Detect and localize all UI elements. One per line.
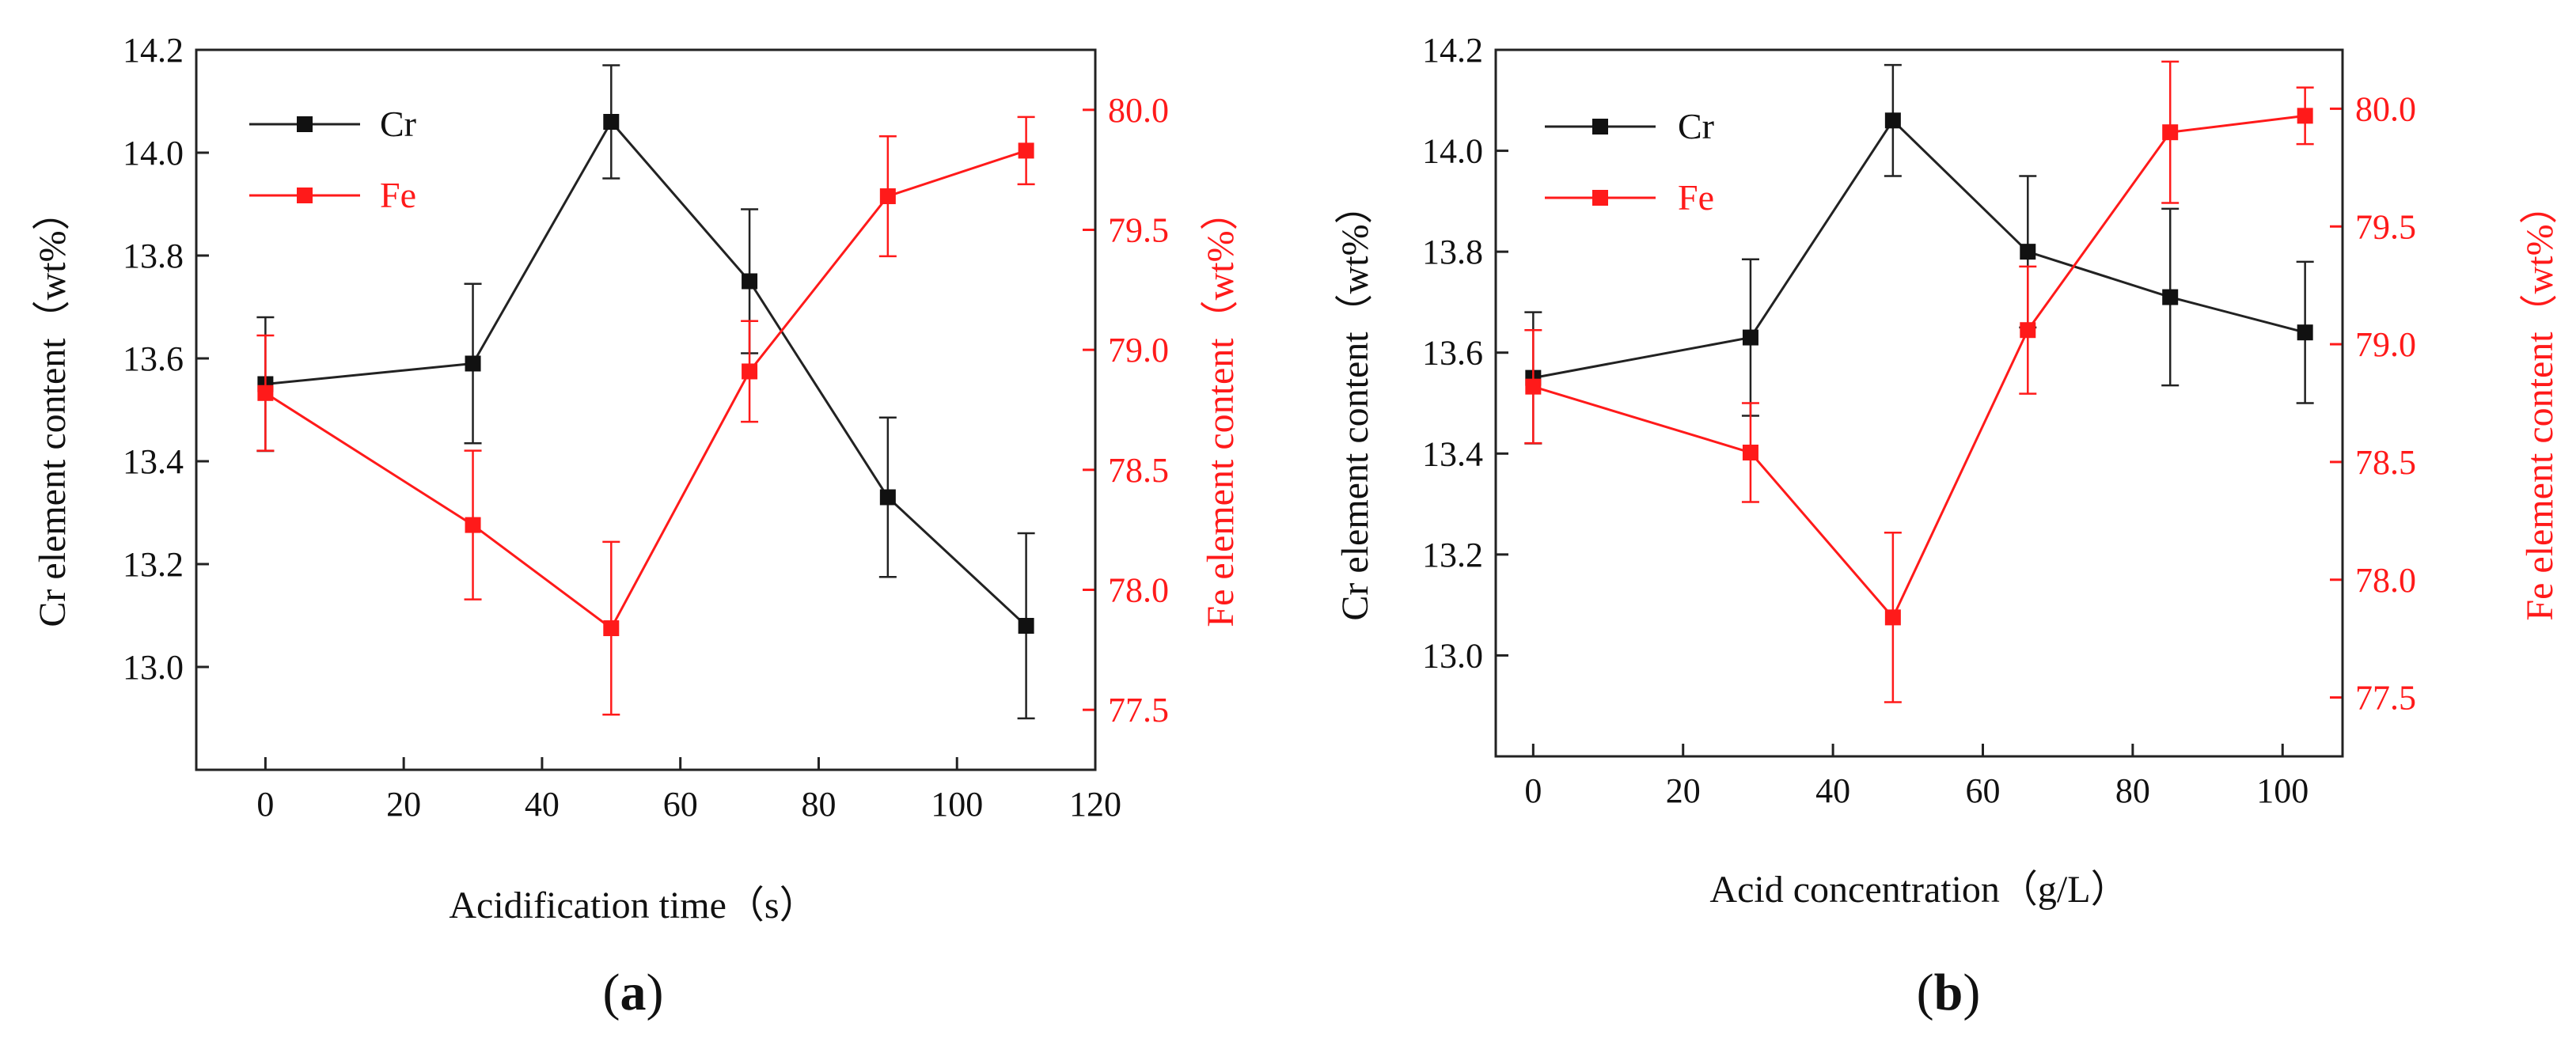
panel-a-x-tick-label: 60	[663, 785, 698, 824]
panel-b-x-label: Acid concentration（g/L）	[1709, 869, 2128, 911]
panel-b-x-tick-label: 0	[1524, 771, 1542, 810]
panel-a-fe-point	[742, 363, 758, 380]
panel-b-cr-point	[1884, 112, 1901, 129]
panel-b-y-right-tick-label: 80.0	[2355, 89, 2416, 128]
panel-a-fe-point	[603, 620, 620, 637]
panel-a-x-tick-label: 80	[801, 785, 836, 824]
panel-a-fe-point	[465, 517, 481, 533]
panel-a-x-tick-label: 0	[256, 785, 274, 824]
panel-b-caption: (b)	[1917, 964, 1981, 1021]
panel-b-y-left-tick-label: 13.0	[1422, 636, 1483, 675]
panel-a-caption-letter: a	[620, 964, 647, 1021]
panel-a-fe-point	[879, 188, 896, 205]
panel-a-y-left-tick-label: 13.0	[123, 648, 184, 687]
panel-a: 0 20 40 60 80 100 120 13.0 13.2 13.4 13.6 13.8 14.0 1…	[32, 31, 1242, 1021]
panel-b-y-right-tick-label: 77.5	[2355, 679, 2416, 718]
panel-b-cr-line	[1533, 118, 2306, 380]
panel-a-legend: Cr Fe	[249, 104, 416, 215]
panel-a-legend-fe-marker	[297, 188, 313, 203]
panel-b-legend-cr-marker	[1592, 119, 1608, 134]
panel-b-fe-point	[2162, 124, 2179, 141]
panel-b-y-left-tick-label: 13.6	[1422, 334, 1483, 373]
panel-a-y-left-tick-label: 13.6	[123, 339, 184, 378]
panel-a-x-tick-label: 20	[386, 785, 421, 824]
panel-b-fe-point	[1884, 609, 1901, 626]
panel-a-cr-line	[265, 119, 1027, 627]
panel-b: 0 20 40 60 80 100 13.0 13.2 13.4 13.6 13.8 14.0 14.2…	[1334, 31, 2561, 1021]
panel-b-x-tick-label: 40	[1815, 771, 1850, 810]
panel-a-y-left-tick-label: 13.4	[123, 442, 184, 481]
panel-a-cr-point	[1018, 618, 1034, 634]
panel-a-y-left-label: Cr element content（wt%）	[32, 192, 74, 627]
panel-a-y-right-tick-label: 78.0	[1108, 571, 1169, 610]
panel-b-y-left-tick-label: 13.8	[1422, 233, 1483, 271]
panel-a-cr-point	[465, 355, 481, 372]
panel-a-fe-point	[1018, 142, 1034, 159]
panel-a-y-right-label: Fe element content（wt%）	[1200, 192, 1242, 627]
panel-b-fe-line	[1532, 114, 2305, 620]
panel-a-fe-line	[264, 149, 1027, 631]
panel-a-x-tick-label: 40	[525, 785, 560, 824]
panel-a-cr-point	[879, 489, 896, 506]
panel-a-y-left-tick-label: 13.8	[123, 237, 184, 275]
panel-a-x-tick-label: 100	[931, 785, 983, 824]
panel-a-y-right-tick-label: 77.5	[1108, 691, 1169, 729]
panel-b-y-right-tick-label: 78.0	[2355, 561, 2416, 600]
panel-b-y-left-tick-label: 14.0	[1422, 132, 1483, 171]
panel-a-y-right-tick-label: 80.0	[1108, 91, 1169, 130]
panel-a-legend-cr-label: Cr	[380, 104, 416, 144]
panel-a-y-left-tick-label: 13.2	[123, 545, 184, 584]
panel-b-x-tick-label: 100	[2256, 771, 2309, 810]
panel-a-y-left-tick-label: 14.2	[123, 31, 184, 70]
panel-a-legend-fe-label: Fe	[380, 175, 416, 215]
panel-a-y-right-tick-label: 78.5	[1108, 451, 1169, 490]
panel-a-plot-frame	[195, 48, 1097, 771]
panel-b-ticks: 0 20 40 60 80 100 13.0 13.2 13.4 13.6 13.8 14.0 14.2…	[1422, 31, 2416, 810]
panel-a-x-label: Acidification time（s）	[449, 885, 817, 926]
panel-a-x-tick-label: 120	[1069, 785, 1121, 824]
panel-b-plot-area	[1524, 60, 2314, 703]
panel-a-legend-cr-marker	[297, 116, 313, 132]
panel-b-legend-fe-marker	[1592, 190, 1608, 206]
panel-b-plot-frame	[1494, 48, 2344, 758]
panel-b-fe-point	[2297, 108, 2313, 124]
panel-b-fe-point	[1742, 445, 1758, 461]
panel-b-y-left-tick-label: 13.2	[1422, 536, 1483, 574]
panel-a-ticks: 0 20 40 60 80 100 120 13.0 13.2 13.4 13.6 13.8 14.0 1…	[123, 31, 1169, 824]
panel-a-cr-point	[603, 114, 620, 130]
panel-b-x-tick-label: 20	[1666, 771, 1701, 810]
panel-b-y-right-tick-label: 78.5	[2355, 443, 2416, 482]
panel-b-x-tick-label: 80	[2115, 771, 2150, 810]
panel-b-fe-point	[1525, 378, 1542, 395]
panel-b-caption-letter: b	[1934, 964, 1963, 1021]
panel-a-y-right-tick-label: 79.0	[1108, 331, 1169, 369]
panel-b-cr-point	[1742, 329, 1758, 346]
panel-b-legend-fe-label: Fe	[1678, 177, 1714, 218]
panel-b-cr-point	[2297, 324, 2313, 341]
panel-b-x-tick-label: 60	[1965, 771, 2000, 810]
panel-a-plot-area	[256, 64, 1035, 720]
panel-b-y-left-label: Cr element content（wt%）	[1334, 186, 1376, 620]
panel-b-y-right-label: Fe element content（wt%）	[2519, 186, 2561, 620]
panel-a-y-right-tick-label: 79.5	[1108, 211, 1169, 250]
panel-a-y-left-tick-label: 14.0	[123, 134, 184, 172]
panel-b-cr-point	[2162, 289, 2179, 305]
panel-a-caption: (a)	[603, 964, 664, 1021]
panel-b-fe-point	[2020, 322, 2036, 339]
panel-b-y-left-tick-label: 14.2	[1422, 31, 1483, 70]
panel-b-y-right-tick-label: 79.0	[2355, 325, 2416, 364]
panel-b-y-right-tick-label: 79.5	[2355, 207, 2416, 246]
panel-a-cr-point	[742, 273, 758, 290]
panel-b-legend-cr-label: Cr	[1678, 106, 1714, 146]
panel-b-y-left-tick-label: 13.4	[1422, 434, 1483, 473]
panel-a-fe-point	[257, 385, 274, 401]
panel-b-legend: Cr Fe	[1545, 106, 1714, 218]
panel-b-cr-point	[2020, 244, 2036, 260]
